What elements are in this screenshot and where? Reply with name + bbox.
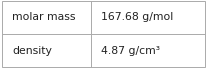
Text: molar mass: molar mass (12, 12, 75, 22)
Text: 4.87 g/cm³: 4.87 g/cm³ (101, 46, 160, 56)
Text: 167.68 g/mol: 167.68 g/mol (101, 12, 173, 22)
Text: density: density (12, 46, 52, 56)
